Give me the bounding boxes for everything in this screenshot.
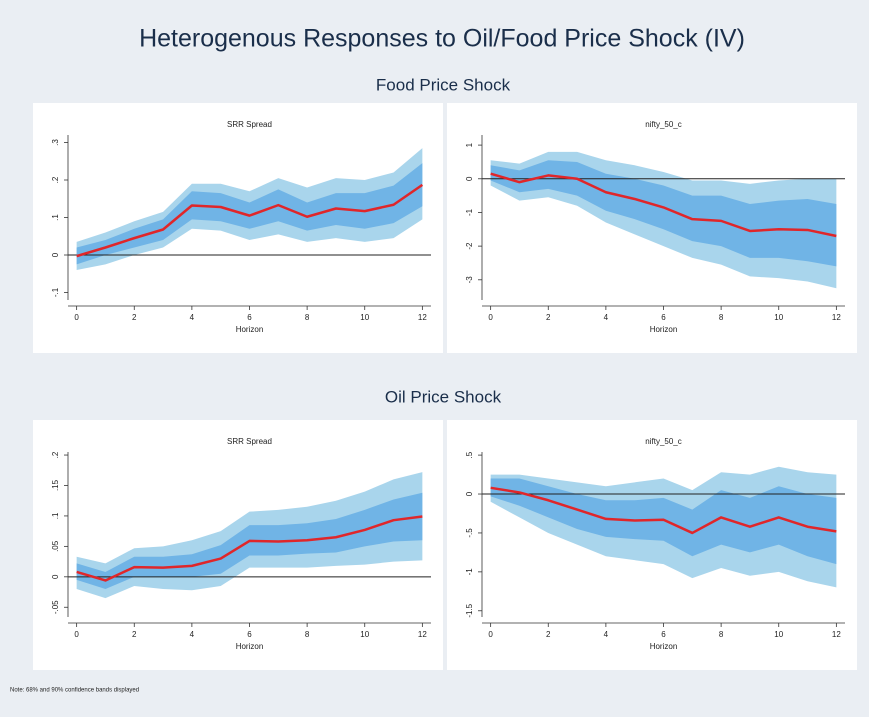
y-tick-label: .2 xyxy=(51,451,60,458)
confidence-band xyxy=(490,478,837,565)
y-tick-label: .5 xyxy=(465,451,474,458)
x-tick-label: 10 xyxy=(774,630,783,639)
x-tick-label: 6 xyxy=(661,630,666,639)
y-tick-label: -1.5 xyxy=(465,603,474,617)
x-tick-label: 8 xyxy=(305,313,310,322)
x-tick-label: 4 xyxy=(190,630,195,639)
x-tick-label: 10 xyxy=(774,313,783,322)
x-tick-label: 4 xyxy=(604,313,609,322)
x-tick-label: 6 xyxy=(247,313,252,322)
figure-title: Heterogenous Responses to Oil/Food Price… xyxy=(139,25,745,53)
x-tick-label: 0 xyxy=(488,313,493,322)
note: Note: 68% and 90% confidence bands displ… xyxy=(10,688,139,694)
confidence-band xyxy=(76,163,423,265)
x-tick-label: 12 xyxy=(832,630,841,639)
panel-title: nifty_50_c xyxy=(645,437,681,446)
x-tick-label: 8 xyxy=(719,630,724,639)
x-axis-label: Horizon xyxy=(236,325,264,334)
y-tick-label: 0 xyxy=(51,574,60,579)
x-tick-label: 0 xyxy=(74,630,79,639)
x-tick-label: 12 xyxy=(418,313,427,322)
y-tick-label: .1 xyxy=(51,214,60,221)
y-tick-label: .05 xyxy=(51,540,60,552)
x-tick-label: 6 xyxy=(661,313,666,322)
x-tick-label: 4 xyxy=(190,313,195,322)
x-axis-label: Horizon xyxy=(650,642,678,651)
x-tick-label: 10 xyxy=(360,630,369,639)
x-tick-label: 4 xyxy=(604,630,609,639)
x-axis-label: Horizon xyxy=(650,325,678,334)
y-tick-label: -1 xyxy=(465,208,474,216)
x-tick-label: 0 xyxy=(74,313,79,322)
y-tick-label: -2 xyxy=(465,242,474,250)
y-tick-label: -.1 xyxy=(51,287,60,297)
irf-line xyxy=(490,486,837,535)
x-tick-label: 6 xyxy=(247,630,252,639)
y-tick-label: .1 xyxy=(51,512,60,519)
x-tick-label: 12 xyxy=(418,630,427,639)
y-tick-label: 0 xyxy=(51,252,60,257)
x-tick-label: 12 xyxy=(832,313,841,322)
x-tick-label: 2 xyxy=(546,630,551,639)
x-tick-label: 2 xyxy=(546,313,551,322)
section-title: Food Price Shock xyxy=(376,75,511,94)
x-tick-label: 8 xyxy=(305,630,310,639)
irf-line xyxy=(76,515,423,582)
y-tick-label: 0 xyxy=(465,176,474,181)
y-tick-label: .3 xyxy=(51,139,60,146)
confidence-band xyxy=(490,160,837,267)
x-tick-label: 2 xyxy=(132,313,137,322)
irf-line xyxy=(490,172,837,238)
y-tick-label: -1 xyxy=(465,568,474,576)
x-tick-label: 10 xyxy=(360,313,369,322)
y-tick-label: .15 xyxy=(51,479,60,491)
y-tick-label: .2 xyxy=(51,176,60,183)
y-tick-label: 0 xyxy=(465,491,474,496)
x-tick-label: 8 xyxy=(719,313,724,322)
x-axis-label: Horizon xyxy=(236,642,264,651)
section-title: Oil Price Shock xyxy=(385,387,502,406)
y-tick-label: -3 xyxy=(465,276,474,284)
panel-title: nifty_50_c xyxy=(645,120,681,129)
x-tick-label: 0 xyxy=(488,630,493,639)
y-tick-label: 1 xyxy=(465,142,474,147)
x-tick-label: 2 xyxy=(132,630,137,639)
panel-title: SRR Spread xyxy=(227,437,272,446)
y-tick-label: -.5 xyxy=(465,528,474,538)
y-tick-label: -.05 xyxy=(51,600,60,614)
panel-title: SRR Spread xyxy=(227,120,272,129)
irf-line xyxy=(76,183,424,258)
